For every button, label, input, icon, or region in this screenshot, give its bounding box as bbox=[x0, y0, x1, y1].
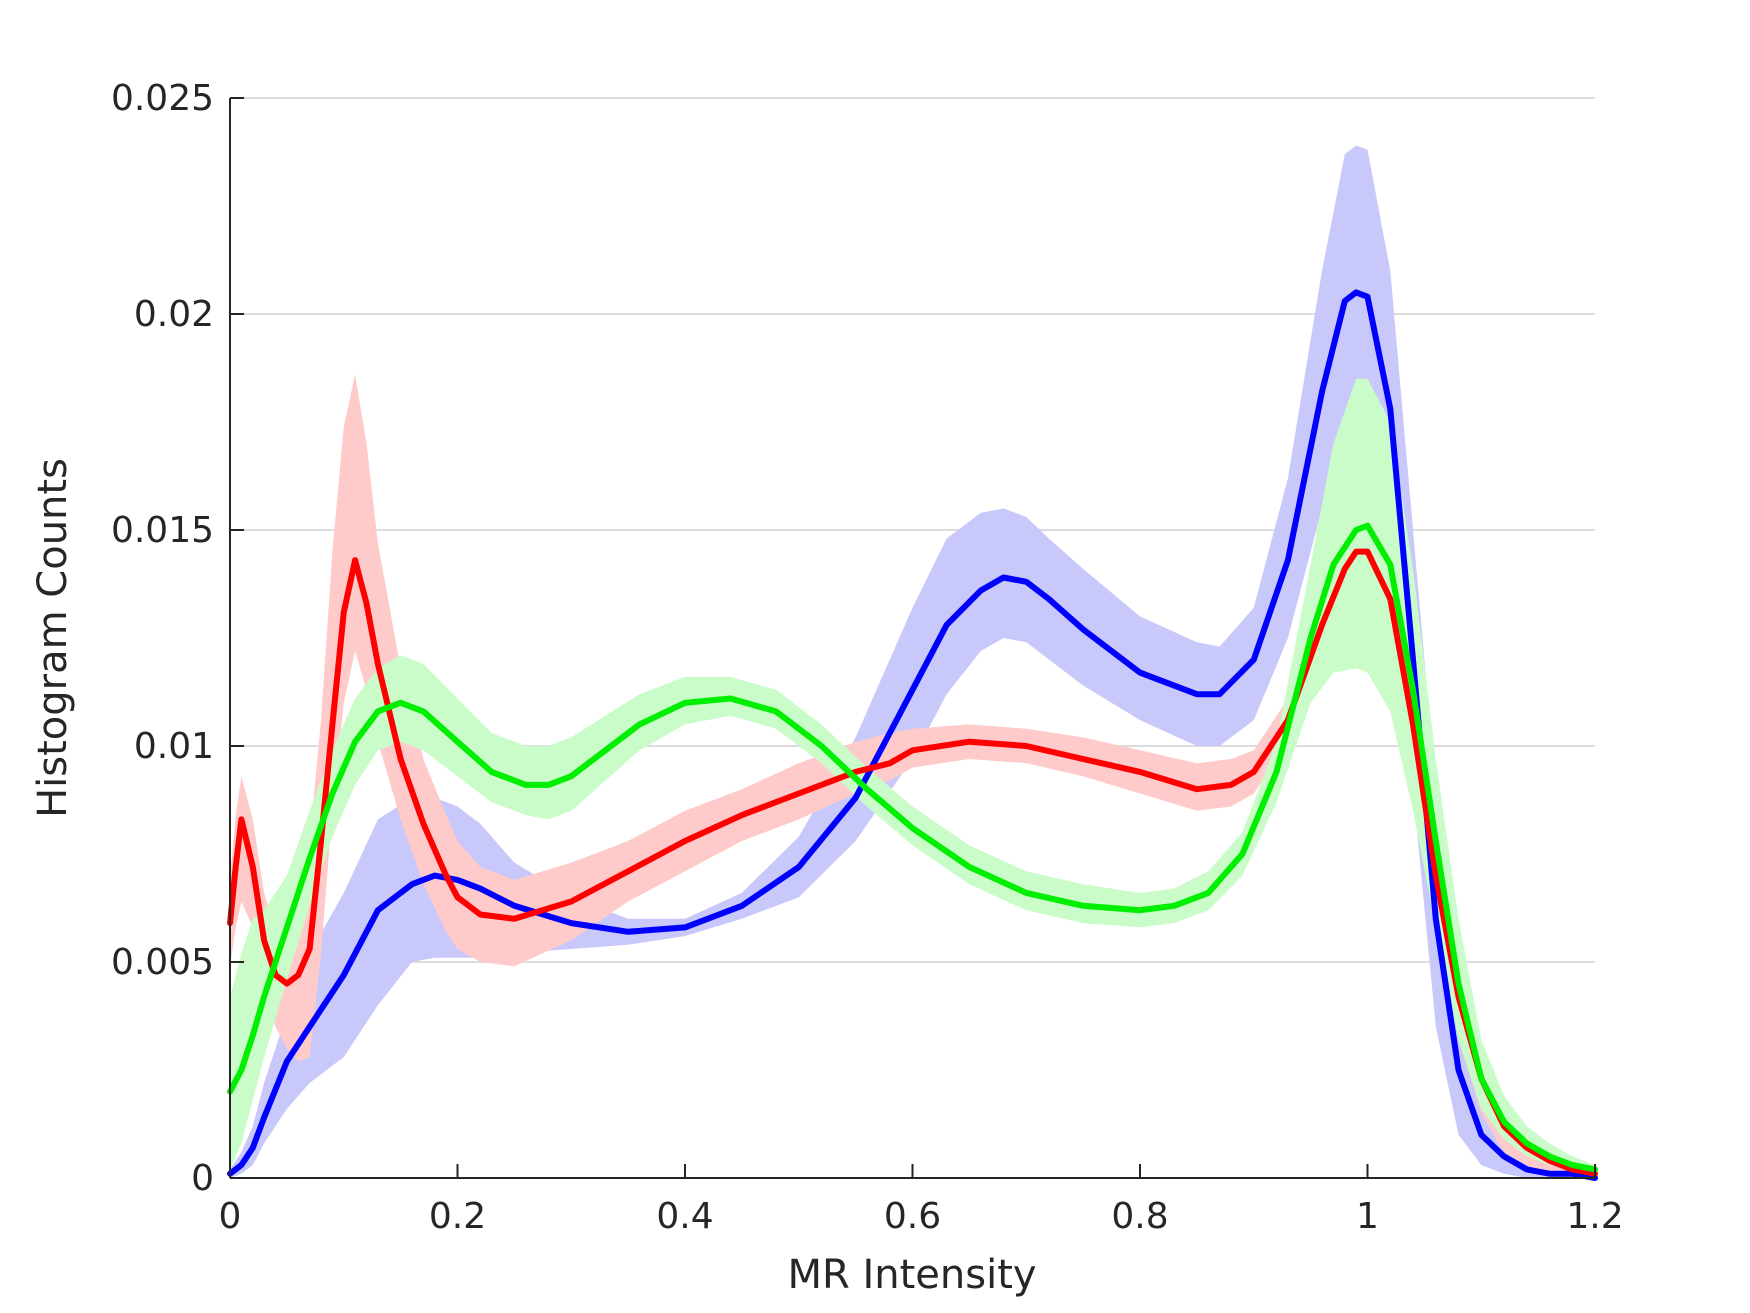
x-tick-label: 0.4 bbox=[656, 1196, 713, 1237]
y-tick-label: 0.01 bbox=[134, 726, 214, 767]
ticks: 0 0.005 0.01 0.015 0.02 0.025 0 0.2 0.4 0.6 0.8 1 1.… bbox=[111, 78, 1624, 1237]
series-2-line bbox=[227, 548, 1598, 1177]
x-tick-label: 1.2 bbox=[1566, 1196, 1623, 1237]
y-axis-title: Histogram Counts bbox=[30, 458, 76, 818]
y-tick-label: 0.02 bbox=[134, 294, 214, 335]
series-lines bbox=[227, 289, 1598, 1181]
x-tick-label: 0.8 bbox=[1111, 1196, 1168, 1237]
y-tick-label: 0 bbox=[191, 1158, 214, 1199]
series-2-band bbox=[230, 374, 1595, 1178]
x-tick-label: 1 bbox=[1356, 1196, 1379, 1237]
x-tick-label: 0.6 bbox=[884, 1196, 941, 1237]
y-tick-label: 0.025 bbox=[111, 78, 214, 119]
x-tick-label: 0 bbox=[219, 1196, 242, 1237]
y-tick-label: 0.005 bbox=[111, 942, 214, 983]
series-3-line bbox=[227, 522, 1598, 1173]
x-tick-label: 0.2 bbox=[429, 1196, 486, 1237]
x-axis-title: MR Intensity bbox=[787, 1252, 1036, 1298]
y-tick-label: 0.015 bbox=[111, 510, 214, 551]
